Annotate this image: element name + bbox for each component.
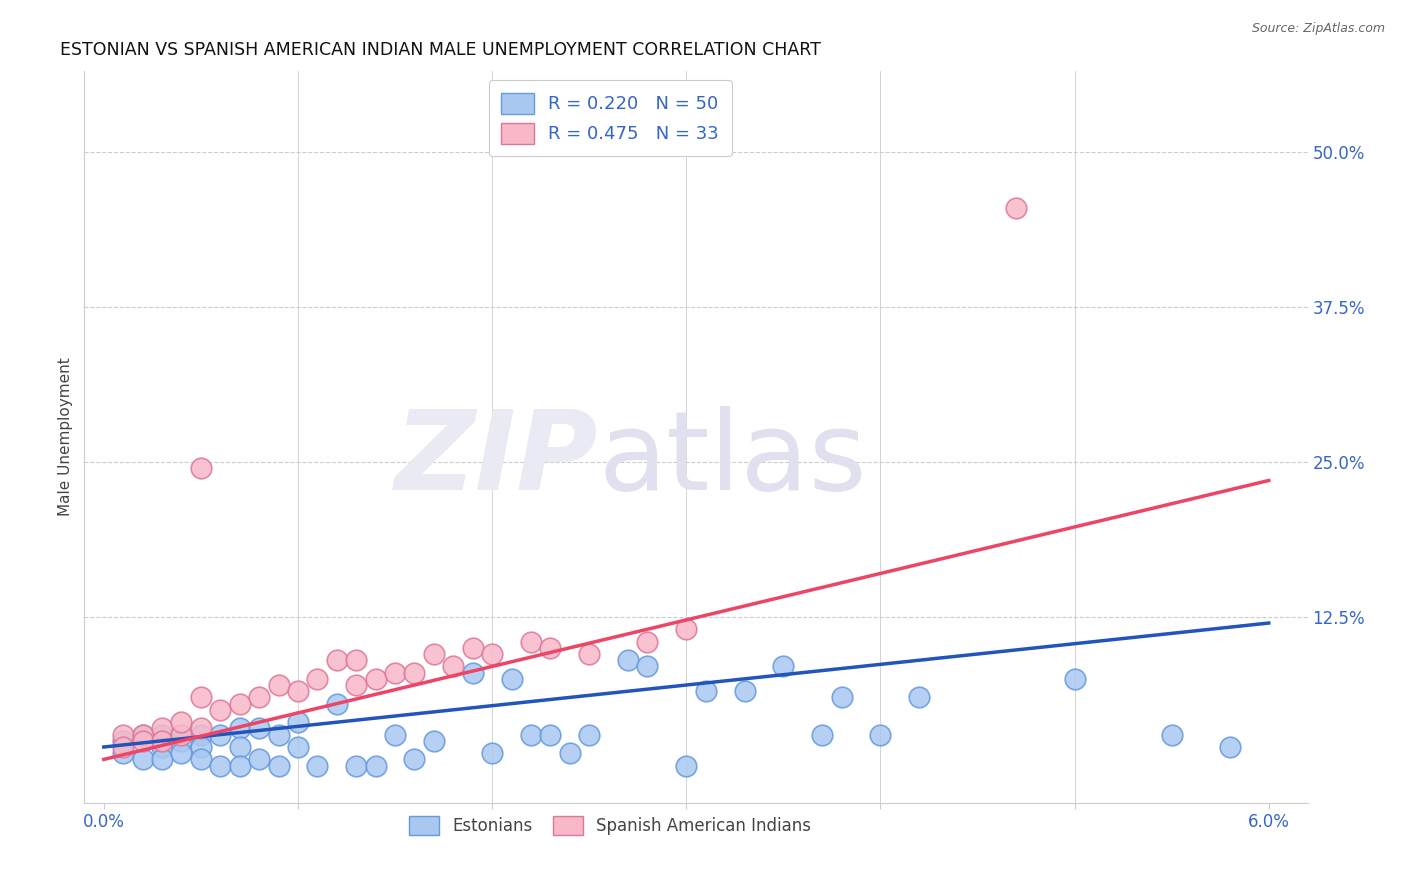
Legend: Estonians, Spanish American Indians: Estonians, Spanish American Indians (402, 809, 818, 842)
Point (811, 728, 834, 742)
Point (908, 690, 931, 705)
Point (423, 647, 446, 661)
Point (461, 640, 484, 655)
Point (481, 647, 503, 661)
Point (209, 703, 232, 717)
Point (441, 659, 464, 673)
Point (675, 758, 697, 772)
Text: ZIP: ZIP (395, 406, 598, 513)
Point (287, 739, 309, 754)
Point (1160, 728, 1182, 742)
Point (228, 758, 250, 772)
Point (170, 734, 193, 748)
Point (287, 684, 309, 698)
Point (1005, 201, 1028, 215)
Point (538, 728, 561, 742)
Point (190, 739, 212, 754)
Point (1219, 739, 1241, 754)
Point (150, 739, 173, 754)
Point (404, 665, 426, 680)
Text: ESTONIAN VS SPANISH AMERICAN INDIAN MALE UNEMPLOYMENT CORRELATION CHART: ESTONIAN VS SPANISH AMERICAN INDIAN MALE… (60, 41, 821, 59)
Point (578, 728, 600, 742)
Point (364, 758, 387, 772)
Point (558, 746, 581, 760)
Point (384, 665, 406, 680)
Point (190, 722, 212, 736)
Text: atlas: atlas (598, 406, 866, 513)
Text: Source: ZipAtlas.com: Source: ZipAtlas.com (1251, 22, 1385, 36)
Point (170, 715, 193, 730)
Point (190, 461, 212, 475)
Point (423, 734, 446, 748)
Point (481, 746, 503, 760)
Point (869, 728, 891, 742)
Point (247, 722, 270, 736)
Point (170, 746, 193, 760)
Point (344, 653, 367, 667)
Point (267, 678, 290, 692)
Point (344, 758, 367, 772)
Point (267, 758, 290, 772)
Point (326, 653, 349, 667)
Point (307, 672, 329, 686)
Point (831, 690, 853, 705)
Point (636, 659, 658, 673)
Point (501, 672, 523, 686)
Point (112, 734, 135, 748)
Point (520, 634, 543, 648)
Point (150, 734, 173, 748)
Point (636, 634, 658, 648)
Point (267, 728, 290, 742)
Point (287, 715, 309, 730)
Point (578, 647, 600, 661)
Point (209, 728, 232, 742)
Point (461, 665, 484, 680)
Point (131, 728, 153, 742)
Point (404, 752, 426, 766)
Point (228, 739, 250, 754)
Point (247, 752, 270, 766)
Point (170, 728, 193, 742)
Point (190, 728, 212, 742)
Point (150, 752, 173, 766)
Point (112, 739, 135, 754)
Point (131, 734, 153, 748)
Point (675, 622, 697, 636)
Point (384, 728, 406, 742)
Point (695, 684, 717, 698)
Point (772, 659, 794, 673)
Point (190, 752, 212, 766)
Point (150, 728, 173, 742)
Point (538, 640, 561, 655)
Point (247, 690, 270, 705)
Point (617, 653, 640, 667)
Point (131, 752, 153, 766)
Point (112, 728, 135, 742)
Point (734, 684, 756, 698)
Point (150, 722, 173, 736)
Point (326, 697, 349, 711)
Point (1063, 672, 1085, 686)
Point (344, 678, 367, 692)
Point (520, 728, 543, 742)
Point (190, 690, 212, 705)
Point (228, 697, 250, 711)
Point (307, 758, 329, 772)
Point (228, 722, 250, 736)
Y-axis label: Male Unemployment: Male Unemployment (58, 358, 73, 516)
Point (209, 758, 232, 772)
Point (131, 728, 153, 742)
Point (112, 746, 135, 760)
Point (364, 672, 387, 686)
